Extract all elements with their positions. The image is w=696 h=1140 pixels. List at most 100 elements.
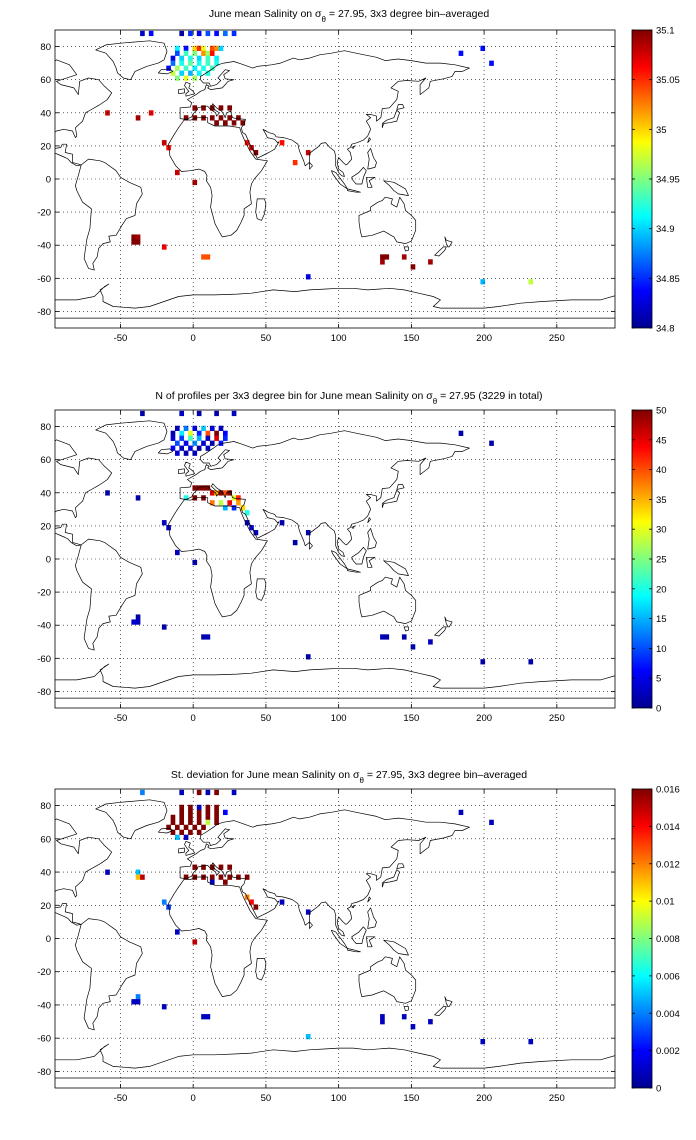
bin-cell [196,814,202,821]
bin-cell [214,809,219,816]
bin-cell [214,30,219,37]
coastline [444,996,453,1007]
bin-cell [179,804,185,811]
bin-cell [401,634,407,640]
x-tick-label: 50 [261,333,272,344]
bin-cell [188,809,193,816]
coastline [55,818,113,926]
bin-cell [135,115,141,121]
bin-cell [175,425,180,431]
bin-cell [179,809,185,816]
coastline [178,847,185,854]
bin-cell [201,634,206,640]
bin-cell [253,904,259,910]
coastline [178,468,185,475]
bin-cell [236,874,241,880]
bin-cell [410,644,416,650]
bin-cell [179,814,185,821]
bin-cell [188,30,193,37]
bin-cell [170,814,176,821]
bin-cell [175,834,180,840]
bin-cell [179,435,185,441]
coastline [95,420,168,461]
coastline [403,1006,409,1012]
bin-cell [428,639,433,645]
bin-cell [528,659,534,665]
bin-cell [489,60,494,66]
bin-cell [401,1014,407,1020]
bin-cell [179,789,185,796]
coastline [184,461,195,477]
bin-cell [214,814,219,821]
colorbar: 0 5 10 15 20 25 30 35 40 45 50 [631,406,667,715]
colorbar-tick-label: 0.014 [656,822,680,833]
bin-cell [227,874,233,880]
x-tick-label: 50 [261,713,272,724]
coastline [255,578,267,601]
bin-cell [170,60,176,66]
bin-cell [170,435,176,441]
bin-cell [205,809,211,816]
bin-cell [218,105,224,111]
bin-cell [201,45,206,51]
x-tick-label: 200 [476,1093,492,1104]
bin-cell [192,939,198,945]
bin-cell [236,500,241,506]
colorbar-tick-label: 35 [656,495,667,506]
x-tick-label: 250 [549,713,565,724]
coastline [434,1006,447,1017]
y-tick-label: 80 [40,422,51,433]
y-tick-label: 20 [40,901,51,912]
coastline [383,939,409,956]
bin-cell [183,874,189,880]
x-tick-label: 0 [191,333,196,344]
bin-cell [196,819,202,826]
bin-cell [214,45,219,51]
colorbar-tick-label: 0.01 [656,897,675,908]
bin-cell [201,485,206,491]
y-tick-label: -60 [37,1034,51,1045]
bin-cell [214,819,219,826]
bin-cell [209,490,215,496]
bin-cell [183,45,189,51]
coastline [347,948,361,953]
bin-cell [161,520,167,526]
coastline [434,246,447,257]
x-tick-label: 150 [403,1093,419,1104]
coastline [367,896,371,903]
bin-cell [201,824,206,830]
bin-cell [192,450,198,456]
bin-cell [240,120,246,126]
x-tick-label: -50 [114,1093,128,1104]
coastline [168,497,268,618]
bin-cell [201,50,206,56]
bin-cell [205,55,211,61]
bin-cell [196,55,202,61]
bin-cell [209,45,215,51]
bin-cell [161,140,167,146]
bin-cell [218,874,224,880]
colorbar-tick-label: 40 [656,465,667,476]
colorbar-tick-label: 0.008 [656,934,680,945]
bin-cell [131,619,137,625]
y-tick-label: 20 [40,521,51,532]
bin-cell [196,829,202,835]
colorbar-tick-label: 0.002 [656,1046,680,1057]
bin-cell [135,234,141,240]
x-tick-label: 100 [331,333,347,344]
colorbar-tick-label: 35 [656,125,667,136]
bin-cell [183,440,189,446]
bin-cell [131,234,137,240]
x-tick-label: 100 [331,1093,347,1104]
coastline [367,517,371,523]
bin-cell [305,150,311,156]
map-content [55,30,615,319]
bin-cell [218,864,224,870]
coastline [309,921,313,929]
x-tick-label: 250 [549,333,565,344]
coastline [351,926,367,944]
colorbar-tick-label: 0.006 [656,971,680,982]
coastline [157,827,174,834]
bin-cell [170,445,176,451]
